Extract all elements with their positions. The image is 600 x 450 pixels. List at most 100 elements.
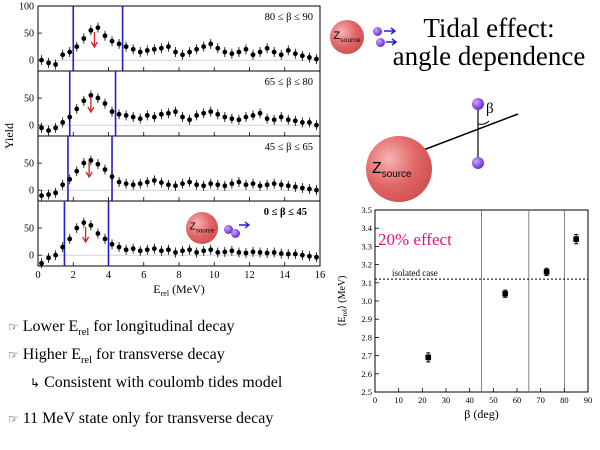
peak-arrow-head: [82, 236, 90, 244]
data-point: [243, 250, 249, 256]
data-point: [292, 251, 298, 257]
data-point: [39, 193, 44, 198]
x-tick-label: 50: [489, 395, 498, 405]
data-point: [425, 354, 432, 361]
data-point: [278, 182, 284, 188]
data-point: [137, 181, 143, 187]
bullet-text: for longitudinal decay: [89, 318, 235, 335]
data-point: [67, 49, 73, 55]
source-nucleus-icon: Zsource: [366, 136, 432, 202]
data-point: [194, 182, 200, 188]
data-point: [60, 182, 66, 188]
data-point: [285, 48, 291, 53]
data-point: [39, 57, 44, 63]
data-point: [130, 46, 136, 52]
data-point: [166, 182, 171, 188]
data-point: [123, 247, 129, 253]
effect-annotation: 20% effect: [378, 230, 452, 249]
data-point: [208, 181, 214, 187]
data-point: [314, 187, 319, 193]
data-point: [243, 114, 249, 120]
y-axis-label: Yield: [2, 123, 16, 149]
x-tick-label: 20: [418, 395, 427, 405]
data-point: [543, 269, 550, 275]
x-tick-label: 80: [560, 395, 569, 405]
bullet-item: ☞ Lower Erel for longitudinal decay: [8, 318, 235, 338]
x-tick-label: 30: [442, 395, 451, 405]
data-point: [173, 250, 178, 255]
data-point: [151, 246, 157, 252]
data-point: [166, 110, 171, 116]
data-point: [180, 114, 185, 120]
bullet-subscript: rel: [80, 355, 92, 367]
data-point: [257, 110, 263, 116]
data-point: [123, 113, 129, 118]
data-point: [201, 183, 207, 189]
data-point: [123, 181, 129, 187]
data-point: [187, 179, 192, 185]
data-point: [74, 44, 80, 50]
x-tick-label: 0: [373, 395, 377, 405]
data-point: [116, 41, 122, 47]
data-point: [95, 25, 101, 31]
fragment-dot-icon: [231, 229, 240, 238]
data-point: [229, 51, 235, 57]
data-point: [201, 110, 207, 116]
source-label: Z: [189, 221, 196, 233]
data-point: [137, 49, 143, 55]
data-point: [208, 247, 214, 253]
data-point: [229, 116, 235, 122]
data-point: [74, 106, 80, 112]
data-point: [109, 109, 115, 115]
y-axis-label: ⟨Erel⟩ (MeV): [337, 275, 349, 326]
data-point: [285, 117, 291, 123]
data-point: [194, 46, 200, 52]
data-point: [116, 179, 122, 185]
y-tick-label: 0: [29, 251, 34, 262]
data-point: [144, 48, 150, 53]
data-point: [102, 33, 108, 39]
x-tick-label: 2: [71, 270, 76, 281]
data-point: [222, 114, 228, 120]
data-point: [502, 290, 508, 297]
peak-arrow-head: [90, 41, 98, 49]
data-point: [144, 247, 150, 253]
data-point: [299, 252, 305, 258]
fragment-dot-icon: [224, 225, 233, 234]
pointing-hand-icon: ☞: [8, 320, 19, 334]
x-tick-label: 12: [244, 270, 255, 281]
data-point: [250, 113, 256, 118]
data-point: [187, 117, 192, 123]
data-point: [102, 167, 108, 172]
source-label: Z: [372, 160, 382, 178]
x-tick-label: 0: [35, 270, 40, 281]
x-tick-label: 70: [536, 395, 545, 405]
data-point: [88, 157, 94, 163]
data-point: [194, 250, 200, 255]
y-tick-label: 50: [24, 159, 34, 170]
data-point: [46, 128, 51, 133]
data-point: [60, 244, 66, 250]
data-point: [264, 45, 270, 51]
panel-label: 0 ≤ β ≤ 45: [264, 207, 307, 218]
data-point: [314, 254, 319, 260]
data-point: [46, 192, 51, 197]
fragment-dot-icon: [376, 38, 385, 47]
data-point: [116, 111, 122, 117]
data-point: [53, 125, 59, 131]
data-point: [307, 186, 312, 192]
data-point: [215, 45, 221, 51]
fragment-dot-icon: [472, 157, 484, 169]
bullet-text: Higher E: [22, 346, 81, 363]
data-point: [130, 114, 136, 120]
data-point: [250, 52, 256, 58]
data-point: [95, 231, 101, 236]
data-point: [95, 161, 101, 167]
source-label: Z: [333, 29, 341, 42]
y-tick-label: 2.6: [361, 369, 372, 379]
y-tick-label: 2.7: [361, 351, 372, 361]
y-tick-label: 50: [24, 94, 34, 105]
bullet-item: ↳ Consistent with coulomb tides model: [30, 374, 282, 392]
peak-arrow-head: [85, 171, 93, 179]
data-point: [271, 250, 277, 255]
